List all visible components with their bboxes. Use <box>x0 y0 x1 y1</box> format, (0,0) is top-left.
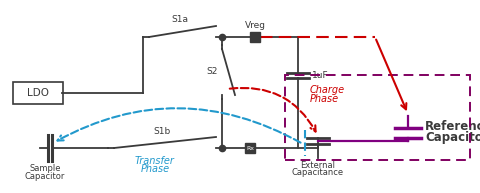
Text: Capacitor: Capacitor <box>25 172 65 181</box>
Text: Transfer: Transfer <box>135 156 175 166</box>
Text: Capacitance: Capacitance <box>292 168 344 177</box>
Text: Phase: Phase <box>310 94 339 104</box>
Text: External: External <box>300 161 336 170</box>
FancyBboxPatch shape <box>13 82 63 104</box>
Bar <box>245 143 255 153</box>
Bar <box>250 32 260 42</box>
Text: Capacitor: Capacitor <box>425 130 480 144</box>
Text: S1b: S1b <box>154 127 170 136</box>
Text: Phase: Phase <box>141 164 169 174</box>
Text: Charge: Charge <box>310 85 345 95</box>
Text: S2: S2 <box>206 68 218 76</box>
Text: Vreg: Vreg <box>244 21 265 30</box>
Text: S1a: S1a <box>171 15 188 24</box>
Text: LDO: LDO <box>27 88 49 98</box>
Text: Reference: Reference <box>425 119 480 133</box>
Text: 1uF: 1uF <box>312 70 329 80</box>
Text: Rx: Rx <box>246 146 254 151</box>
Text: Sample: Sample <box>29 164 61 173</box>
